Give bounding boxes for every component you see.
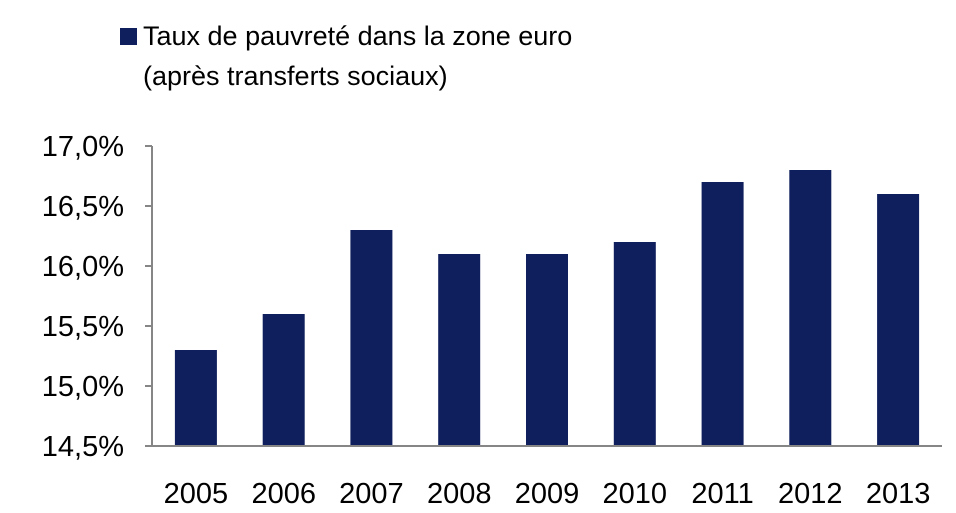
legend-label-line-2: (après transferts sociaux): [143, 61, 448, 91]
y-tick-label-4: 16,5%: [42, 191, 124, 223]
x-tick-label-2005: 2005: [164, 478, 229, 508]
y-axis-ticks: [145, 145, 152, 447]
bar-2013: [877, 194, 920, 446]
bar-2012: [789, 170, 832, 446]
bar-2008: [438, 254, 481, 446]
x-axis-labels: 2005 2006 2007 2008 2009 2010 2011 2012 2013: [164, 478, 931, 510]
x-tick-label-2013: 2013: [866, 478, 931, 508]
x-tick-label-2011: 2011: [691, 478, 753, 508]
legend-label-line-1: Taux de pauvreté dans la zone euro: [143, 21, 572, 51]
bar-2011: [701, 182, 744, 446]
bar-2009: [526, 254, 568, 446]
y-tick-label-1: 15,0%: [42, 371, 124, 403]
y-tick-label-3: 16,0%: [42, 251, 124, 283]
bars: [174, 170, 920, 446]
x-tick-label-2010: 2010: [603, 478, 668, 508]
x-tick-label-2008: 2008: [427, 478, 492, 508]
bar-2010: [613, 242, 656, 446]
bar-2005: [174, 350, 217, 446]
y-tick-label-2: 15,5%: [42, 311, 124, 343]
plot-area: 14,5%15,0%15,5%16,0%16,5%17,0% 2005 2006 2…: [42, 131, 942, 510]
bar-2006: [262, 314, 305, 446]
bar-2007: [350, 230, 393, 446]
y-tick-label-0: 14,5%: [42, 431, 124, 463]
legend-swatch: [120, 28, 137, 45]
x-tick-label-2009: 2009: [515, 478, 580, 508]
x-tick-label-2007: 2007: [339, 478, 404, 508]
x-tick-label-2006: 2006: [251, 478, 316, 508]
legend: Taux de pauvreté dans la zone euro (aprè…: [120, 21, 572, 91]
x-tick-label-2012: 2012: [778, 478, 843, 508]
y-axis-labels: 14,5% 15,0% 15,5% 16,0% 16,5% 17,0%: [42, 131, 124, 463]
y-tick-label-5: 17,0%: [42, 131, 124, 163]
